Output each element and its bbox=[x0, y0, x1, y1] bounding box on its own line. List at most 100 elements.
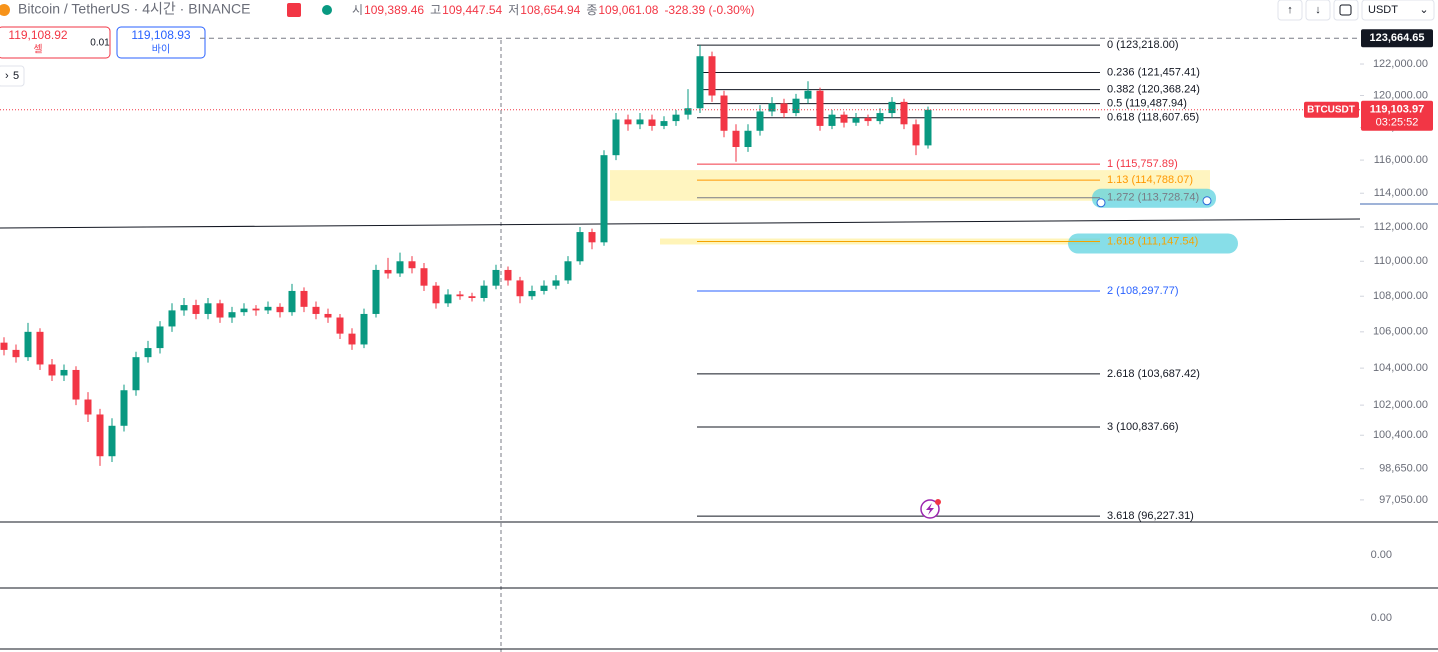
candle-body bbox=[504, 269, 512, 281]
plot: 0 (123,218.00) 0.236 (121,457.41) 0.382 (1… bbox=[0, 29, 1433, 624]
ohlc-label: 시 bbox=[352, 3, 363, 17]
candle-body bbox=[900, 101, 908, 125]
highlight bbox=[1092, 188, 1216, 208]
y-tick-label: 112,000.00 bbox=[1374, 221, 1428, 233]
buy-button[interactable] bbox=[116, 26, 206, 59]
candle-body bbox=[540, 285, 548, 291]
candle-body bbox=[876, 113, 884, 122]
candle-body bbox=[204, 303, 212, 314]
candle-body bbox=[396, 261, 404, 274]
high-box bbox=[1361, 29, 1433, 48]
candle-body bbox=[828, 114, 836, 126]
alert-dot bbox=[935, 499, 941, 505]
currency-select[interactable] bbox=[1361, 0, 1435, 21]
candle-body bbox=[60, 369, 68, 376]
handle bbox=[1202, 196, 1212, 206]
high-label: 123,664.65 bbox=[1369, 32, 1424, 44]
ohlc-label: 고 bbox=[430, 3, 441, 17]
candle-body bbox=[216, 303, 224, 318]
candle-body bbox=[468, 296, 476, 298]
candle-body bbox=[804, 90, 812, 99]
fib-label: 1.272 (113,728.74) bbox=[1107, 192, 1199, 204]
candle-body bbox=[864, 117, 872, 122]
chevron: › bbox=[5, 70, 9, 82]
candle-body bbox=[732, 130, 740, 148]
candle-body bbox=[348, 333, 356, 345]
candle-body bbox=[912, 124, 920, 146]
ohlc-value: 108,654.94 bbox=[520, 3, 580, 17]
fullscreen-icon bbox=[1339, 4, 1352, 16]
candle-body bbox=[420, 268, 428, 286]
fib-label: 1 (115,757.89) bbox=[1107, 158, 1178, 170]
candle-body bbox=[564, 261, 572, 281]
candle-body bbox=[624, 119, 632, 125]
fib-label: 0 (123,218.00) bbox=[1107, 39, 1179, 51]
candle-body bbox=[612, 119, 620, 156]
y-tick-label: 100,400.00 bbox=[1373, 429, 1428, 441]
candle-body bbox=[528, 290, 536, 297]
candle-body bbox=[492, 269, 500, 286]
trend-line bbox=[0, 218, 1361, 229]
flag-icon[interactable] bbox=[287, 3, 301, 17]
sell-button[interactable] bbox=[0, 26, 111, 59]
candle-body bbox=[288, 290, 296, 313]
countdown: 03:25:52 bbox=[1376, 117, 1419, 129]
candle-body bbox=[72, 369, 80, 400]
up-button[interactable] bbox=[1277, 0, 1303, 21]
coin-icon bbox=[0, 4, 10, 16]
candle-body bbox=[312, 306, 320, 314]
sell-price: 119,108.92 bbox=[8, 28, 67, 42]
y-tick-label: 116,000.00 bbox=[1374, 154, 1428, 166]
fib-label: 1.618 (111,147.54) bbox=[1107, 235, 1198, 247]
candle-body bbox=[444, 294, 452, 304]
fib-label: 3 (100,837.66) bbox=[1107, 421, 1179, 433]
candle-body bbox=[600, 155, 608, 243]
pane-value: 0.00 bbox=[1371, 612, 1392, 624]
candle-body bbox=[852, 117, 860, 123]
caret: ⌄ bbox=[1419, 4, 1428, 16]
candle-body bbox=[552, 280, 560, 286]
candle-body bbox=[180, 305, 188, 311]
y-tick-label: 102,000.00 bbox=[1373, 399, 1428, 411]
candle-body bbox=[192, 305, 200, 314]
y-tick-label: 108,000.00 bbox=[1373, 290, 1428, 302]
fib-label: 1.13 (114,788.07) bbox=[1107, 174, 1193, 186]
candle-body bbox=[816, 90, 824, 126]
candle-body bbox=[768, 103, 776, 112]
y-tick-label: 120,000.00 bbox=[1373, 89, 1428, 101]
down-arrow: ↓ bbox=[1315, 4, 1321, 16]
candle-body bbox=[672, 114, 680, 122]
candle-body bbox=[0, 342, 8, 350]
symbol-title: Bitcoin / TetherUS · 4시간 · BINANCE bbox=[18, 1, 250, 17]
fib-label: 2.618 (103,687.42) bbox=[1107, 368, 1200, 380]
ohlc-value: 109,447.54 bbox=[442, 3, 502, 17]
down-button[interactable] bbox=[1305, 0, 1331, 21]
candle-body bbox=[456, 294, 464, 297]
ohlc-label: 저 bbox=[508, 3, 519, 17]
candle-body bbox=[660, 121, 668, 126]
buy-price: 119,108.93 bbox=[131, 28, 190, 42]
candle-body bbox=[300, 290, 308, 307]
fullscreen-button[interactable] bbox=[1333, 0, 1359, 21]
candle-body bbox=[588, 232, 596, 243]
pane-value: 0.00 bbox=[1371, 549, 1392, 561]
y-tick-label: 114,000.00 bbox=[1374, 187, 1428, 199]
symbol-box bbox=[1304, 101, 1359, 118]
interval-box[interactable] bbox=[0, 65, 25, 87]
y-tick-label: 104,000.00 bbox=[1373, 362, 1428, 374]
up-arrow: ↑ bbox=[1287, 4, 1293, 16]
sell-label: 셀 bbox=[33, 44, 42, 56]
price-box bbox=[1361, 100, 1433, 131]
symbol-label: BTCUSDT bbox=[1307, 104, 1355, 115]
currency: USDT bbox=[1368, 4, 1398, 16]
candle-body bbox=[792, 98, 800, 114]
y-tick-label: 110,000.00 bbox=[1374, 255, 1428, 267]
candle-body bbox=[924, 109, 932, 146]
candle-body bbox=[372, 269, 380, 314]
candle-body bbox=[840, 114, 848, 123]
candle-body bbox=[228, 312, 236, 318]
handle bbox=[1096, 198, 1106, 208]
price-label: 119,103.97 bbox=[1370, 104, 1424, 116]
